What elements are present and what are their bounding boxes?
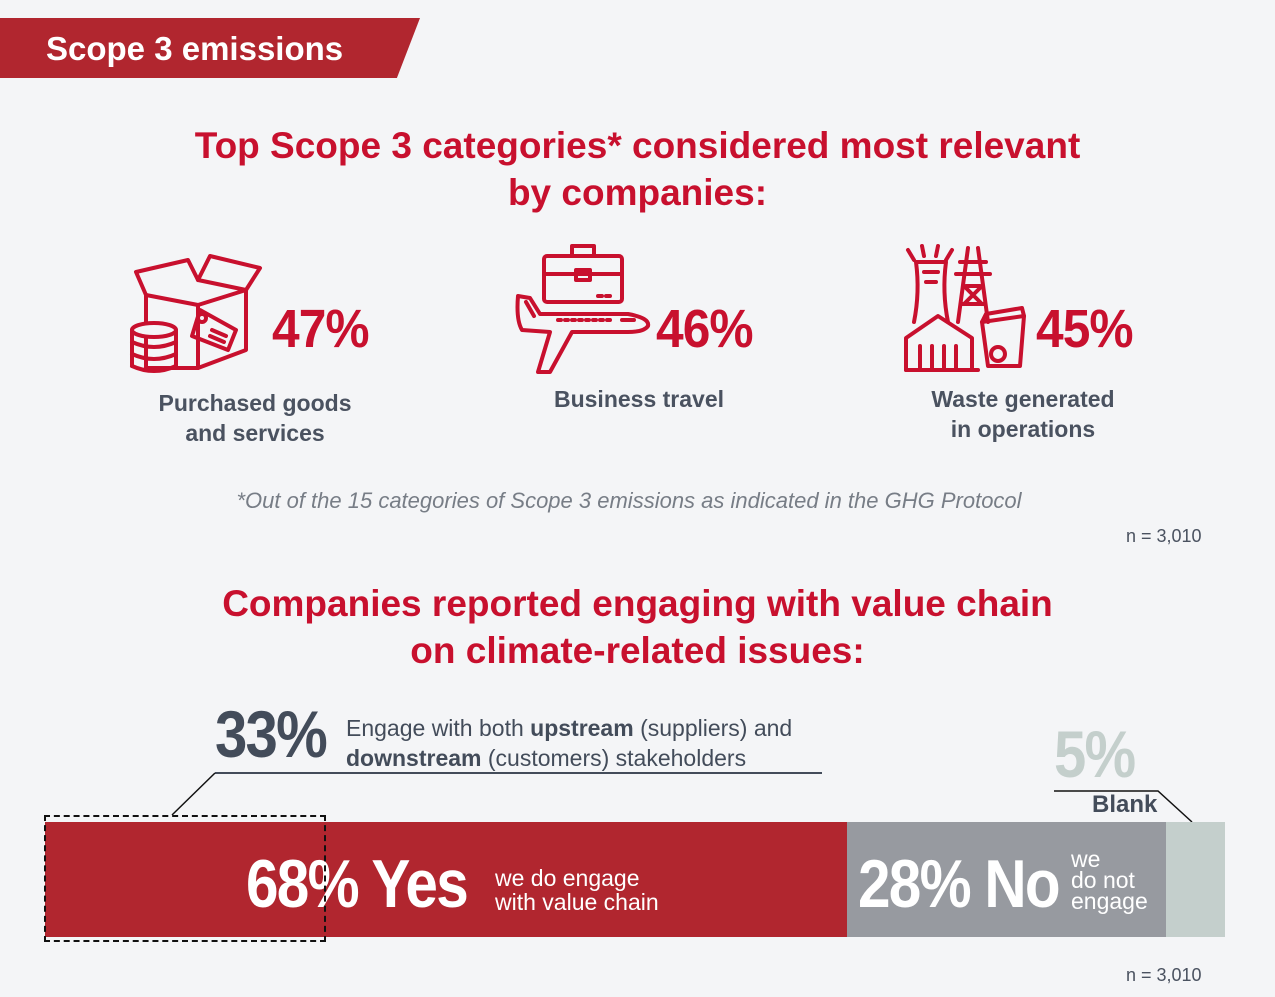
- header-banner: Scope 3 emissions: [0, 18, 420, 78]
- both-description: Engage with both upstream (suppliers) an…: [346, 715, 793, 771]
- header-title: Scope 3 emissions: [46, 30, 344, 67]
- engagement-title: Companies reported engaging with value c…: [222, 583, 1053, 671]
- sample-size-bottom: n = 3,010: [1126, 965, 1202, 985]
- percent-business-travel: 46%: [656, 299, 754, 359]
- label-waste: Waste generated in operations: [931, 386, 1115, 442]
- label-business-travel: Business travel: [553, 386, 725, 412]
- bar-blank: [1166, 822, 1225, 937]
- blank-percent: 5%: [1054, 717, 1136, 791]
- blank-label: Blank: [1092, 791, 1158, 818]
- no-description: we do not engage: [1071, 846, 1148, 914]
- label-purchased-goods: Purchased goods and services: [158, 390, 352, 446]
- percent-waste: 45%: [1036, 299, 1134, 359]
- both-highlight-box: [44, 815, 326, 942]
- both-percent: 33%: [215, 697, 328, 771]
- bar-yes: [45, 822, 847, 937]
- footnote: *Out of the 15 categories of Scope 3 emi…: [236, 488, 1022, 513]
- yes-description: we do engage with value chain: [495, 865, 659, 915]
- no-label: 28% No: [858, 846, 1061, 922]
- yes-label: 68% Yes: [246, 846, 469, 922]
- factory-pylon-waste-icon: [904, 244, 1026, 372]
- bar-no: [847, 822, 1166, 937]
- percent-purchased-goods: 47%: [272, 299, 370, 359]
- sample-size-top: n = 3,010: [1126, 526, 1202, 546]
- callout-underline: [215, 772, 822, 774]
- boxes-coins-tag-icon: [130, 254, 262, 373]
- plane-briefcase-icon: [515, 244, 651, 374]
- top-categories-title: Top Scope 3 categories* considered most …: [194, 125, 1081, 213]
